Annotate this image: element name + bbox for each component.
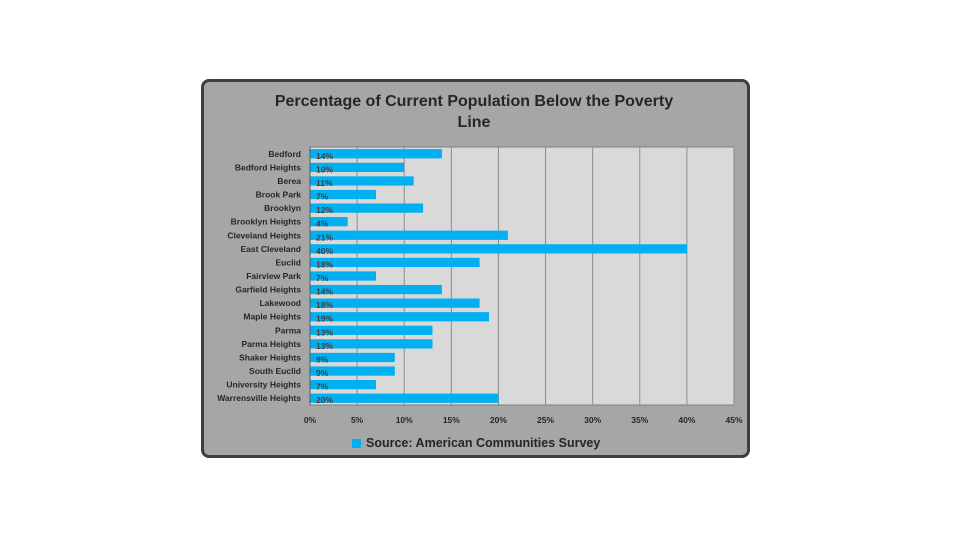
bar xyxy=(310,325,433,335)
data-label: 19% xyxy=(316,314,333,324)
x-tick-label: 45% xyxy=(725,415,742,425)
bar xyxy=(310,366,395,376)
data-label: 21% xyxy=(316,232,333,242)
x-tick-label: 10% xyxy=(396,415,413,425)
bar xyxy=(310,189,376,200)
category-label: Cleveland Heights xyxy=(227,230,301,240)
chart-title: Percentage of Current Population Below t… xyxy=(274,93,674,131)
category-label: University Heights xyxy=(226,380,301,390)
bar xyxy=(310,380,376,390)
bar xyxy=(310,217,348,227)
bar xyxy=(310,298,480,308)
data-label: 7% xyxy=(316,192,329,202)
bar xyxy=(310,284,442,295)
category-label: Parma Heights xyxy=(241,339,301,349)
category-label: East Cleveland xyxy=(241,244,301,254)
category-label: Maple Heights xyxy=(243,312,301,322)
data-label: 9% xyxy=(316,368,329,378)
bar xyxy=(310,149,442,159)
category-label: Garfield Heights xyxy=(235,285,301,295)
data-label: 10% xyxy=(316,164,333,174)
data-label: 4% xyxy=(316,219,329,229)
category-label: Warrensville Heights xyxy=(217,393,301,403)
category-label: Euclid xyxy=(275,257,301,267)
bar xyxy=(310,176,414,186)
x-tick-label: 15% xyxy=(443,415,460,425)
x-tick-label: 25% xyxy=(537,415,554,425)
chart-frame: 0% 5% 10% 15% 20% 25% 30% 35% 40% 45% Bedford 14% Be… xyxy=(201,79,750,458)
category-label: South Euclid xyxy=(249,366,301,376)
x-tick-label: 20% xyxy=(490,415,507,425)
data-label: 9% xyxy=(316,354,329,364)
category-label: Fairview Park xyxy=(246,271,301,281)
data-label: 13% xyxy=(316,341,333,351)
x-tick-label: 5% xyxy=(351,415,364,425)
data-label: 14% xyxy=(316,151,333,161)
x-tick-label: 35% xyxy=(631,415,648,425)
plot-area: 0% 5% 10% 15% 20% 25% 30% 35% 40% 45% Bedford 14% Be… xyxy=(217,146,743,425)
bar xyxy=(310,244,687,254)
category-label: Bedford Heights xyxy=(235,162,301,172)
data-label: 7% xyxy=(316,382,329,392)
category-label: Shaker Heights xyxy=(239,352,301,362)
bar xyxy=(310,203,424,213)
legend-swatch xyxy=(352,438,361,448)
data-label: 18% xyxy=(316,300,333,310)
data-label: 12% xyxy=(316,205,333,215)
bar xyxy=(310,339,433,349)
data-label: 20% xyxy=(316,395,333,405)
bar xyxy=(310,393,499,403)
category-label: Lakewood xyxy=(259,298,301,308)
bar xyxy=(310,257,480,268)
bar xyxy=(310,352,395,363)
legend: Source: American Communities Survey xyxy=(352,436,600,450)
category-label: Brooklyn xyxy=(264,203,301,213)
legend-label: Source: American Communities Survey xyxy=(366,436,601,450)
category-label: Brook Park xyxy=(256,190,302,200)
x-tick-label: 40% xyxy=(678,415,695,425)
data-label: 40% xyxy=(316,246,333,256)
data-label: 13% xyxy=(316,327,333,337)
bar xyxy=(310,312,490,322)
category-label: Brooklyn Heights xyxy=(231,217,302,227)
bar xyxy=(310,230,508,240)
data-label: 7% xyxy=(316,273,329,283)
data-label: 11% xyxy=(316,178,333,188)
bar xyxy=(310,162,405,172)
x-tick-label: 0% xyxy=(304,415,317,425)
category-label: Berea xyxy=(277,176,301,186)
bar xyxy=(310,271,376,281)
data-label: 14% xyxy=(316,287,333,297)
x-tick-label: 30% xyxy=(584,415,601,425)
category-label: Bedford xyxy=(268,149,301,159)
category-label: Parma xyxy=(275,325,301,335)
data-label: 18% xyxy=(316,259,333,269)
